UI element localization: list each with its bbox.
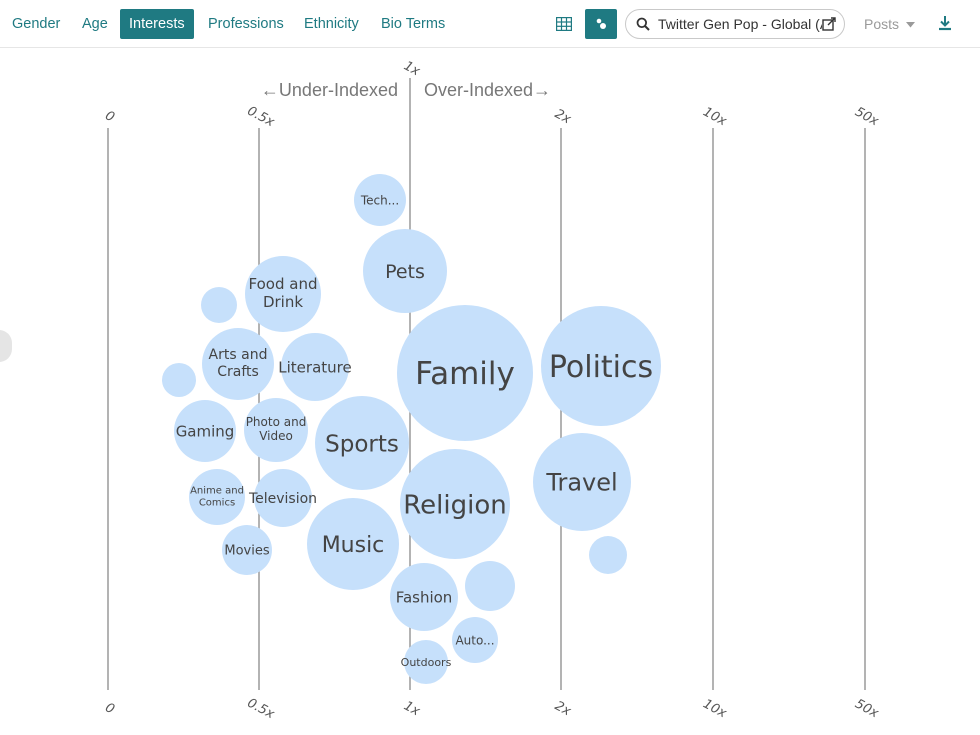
bubble-label-anime-and-comics-line2: Comics (199, 498, 235, 509)
axis-tick-bottom-10x: 10x (700, 697, 729, 722)
axis-tick-top-0: 0 (102, 108, 116, 125)
interests-bubble-chart: 0 0 0.5x 0.5x 1x 1x 2x 2x 10x 10x 50x 50x ←Under-In… (102, 59, 881, 723)
bubble-movies[interactable] (222, 525, 272, 575)
tab-gender[interactable]: Gender (12, 16, 61, 32)
bubble-fashion[interactable] (390, 563, 458, 631)
bubble-label-arts-and-crafts-line1: Arts and (209, 347, 268, 363)
posts-label: Posts (864, 16, 900, 32)
bubble-unlabeled-18[interactable] (589, 536, 627, 574)
axis-tick-top-10x: 10x (700, 105, 729, 130)
bubble-label-sports: Sports (325, 431, 399, 457)
bubble-unlabeled-6[interactable] (162, 363, 196, 397)
bubble-arts-and-crafts[interactable] (202, 328, 274, 400)
bubble-chart-icon (596, 18, 606, 29)
bubble-label-television: Television (248, 491, 317, 507)
bubble-label-family: Family (415, 356, 515, 392)
tab-age[interactable]: Age (82, 16, 108, 32)
axis-tick-top-1x: 1x (401, 59, 422, 80)
tab-professions[interactable]: Professions (208, 16, 284, 32)
download-icon (939, 16, 951, 31)
axis-tick-bottom-0: 0 (102, 700, 116, 717)
caret-down-icon (905, 22, 915, 28)
bubble-sports[interactable] (315, 396, 409, 490)
under-indexed-label: ←Under-Indexed (261, 80, 398, 100)
bubble-literature[interactable] (281, 333, 349, 401)
search-icon (636, 17, 650, 31)
bubble-travel[interactable] (533, 433, 631, 531)
bubble-anime-and-comics[interactable] (189, 469, 245, 525)
bubble-label-photo-and-video-line1: Photo and (246, 415, 307, 429)
over-indexed-label: Over-Indexed→ (424, 80, 551, 100)
bubble-label-music: Music (322, 533, 385, 558)
bubble-food-and-drink[interactable] (245, 256, 321, 332)
bubble-label-pets: Pets (385, 261, 425, 283)
search-input[interactable]: Twitter Gen Pop - Global (All (658, 16, 822, 32)
bubble-label-auto: Auto... (455, 633, 494, 647)
bubble-label-photo-and-video-line2: Video (259, 429, 293, 443)
axis-tick-top-2x: 2x (552, 107, 573, 128)
axis-tick-bottom-50x: 50x (852, 697, 881, 722)
bubble-label-gaming: Gaming (176, 422, 235, 440)
bubble-photo-and-video[interactable] (244, 398, 308, 462)
bubble-politics[interactable] (541, 306, 661, 426)
bubble-label-movies: Movies (224, 544, 269, 559)
open-external-icon[interactable] (822, 17, 836, 31)
bubble-tech[interactable] (354, 174, 406, 226)
bubble-label-outdoors: Outdoors (401, 656, 452, 669)
bubble-outdoors[interactable] (404, 640, 448, 684)
bubble-label-religion: Religion (403, 490, 506, 520)
bubble-unlabeled-19[interactable] (465, 561, 515, 611)
toolbar: Gender Age Interests Professions Ethnici… (0, 0, 980, 48)
bubble-gaming[interactable] (174, 400, 236, 462)
posts-dropdown[interactable]: Posts (864, 9, 915, 39)
tab-ethnicity[interactable]: Ethnicity (304, 16, 359, 32)
bubble-pets[interactable] (363, 229, 447, 313)
bubble-label-anime-and-comics-line1: Anime and (190, 486, 244, 497)
bubble-family[interactable] (397, 305, 533, 441)
axis-tick-bottom-0.5x: 0.5x (245, 696, 277, 723)
tab-bio-terms[interactable]: Bio Terms (381, 16, 446, 32)
bubble-label-food-and-drink-line2: Drink (263, 293, 303, 311)
audience-search[interactable]: Twitter Gen Pop - Global (All (625, 9, 845, 39)
axis-tick-bottom-2x: 2x (552, 699, 573, 720)
download-button[interactable] (936, 14, 956, 34)
bubble-label-arts-and-crafts-line2: Crafts (217, 364, 259, 380)
bubble-label-travel: Travel (545, 469, 617, 497)
bubble-auto[interactable] (452, 617, 498, 663)
bubble-unlabeled-3[interactable] (201, 287, 237, 323)
bubble-view-button[interactable] (585, 9, 617, 39)
bubble-label-tech: Tech... (360, 193, 399, 207)
bubble-religion[interactable] (400, 449, 510, 559)
side-panel-handle[interactable] (0, 330, 12, 362)
bubble-label-food-and-drink-line1: Food and (249, 275, 318, 293)
axis-tick-top-0.5x: 0.5x (245, 104, 277, 131)
table-view-button[interactable] (548, 9, 580, 39)
tab-interests[interactable]: Interests (120, 9, 194, 39)
bubble-music[interactable] (307, 498, 399, 590)
table-icon (556, 17, 572, 31)
bubble-label-fashion: Fashion (396, 588, 453, 606)
bubble-label-literature: Literature (278, 358, 351, 376)
bubble-label-politics: Politics (549, 350, 653, 385)
bubble-television[interactable] (254, 469, 312, 527)
axis-tick-bottom-1x: 1x (401, 699, 422, 720)
axis-tick-top-50x: 50x (852, 105, 881, 130)
